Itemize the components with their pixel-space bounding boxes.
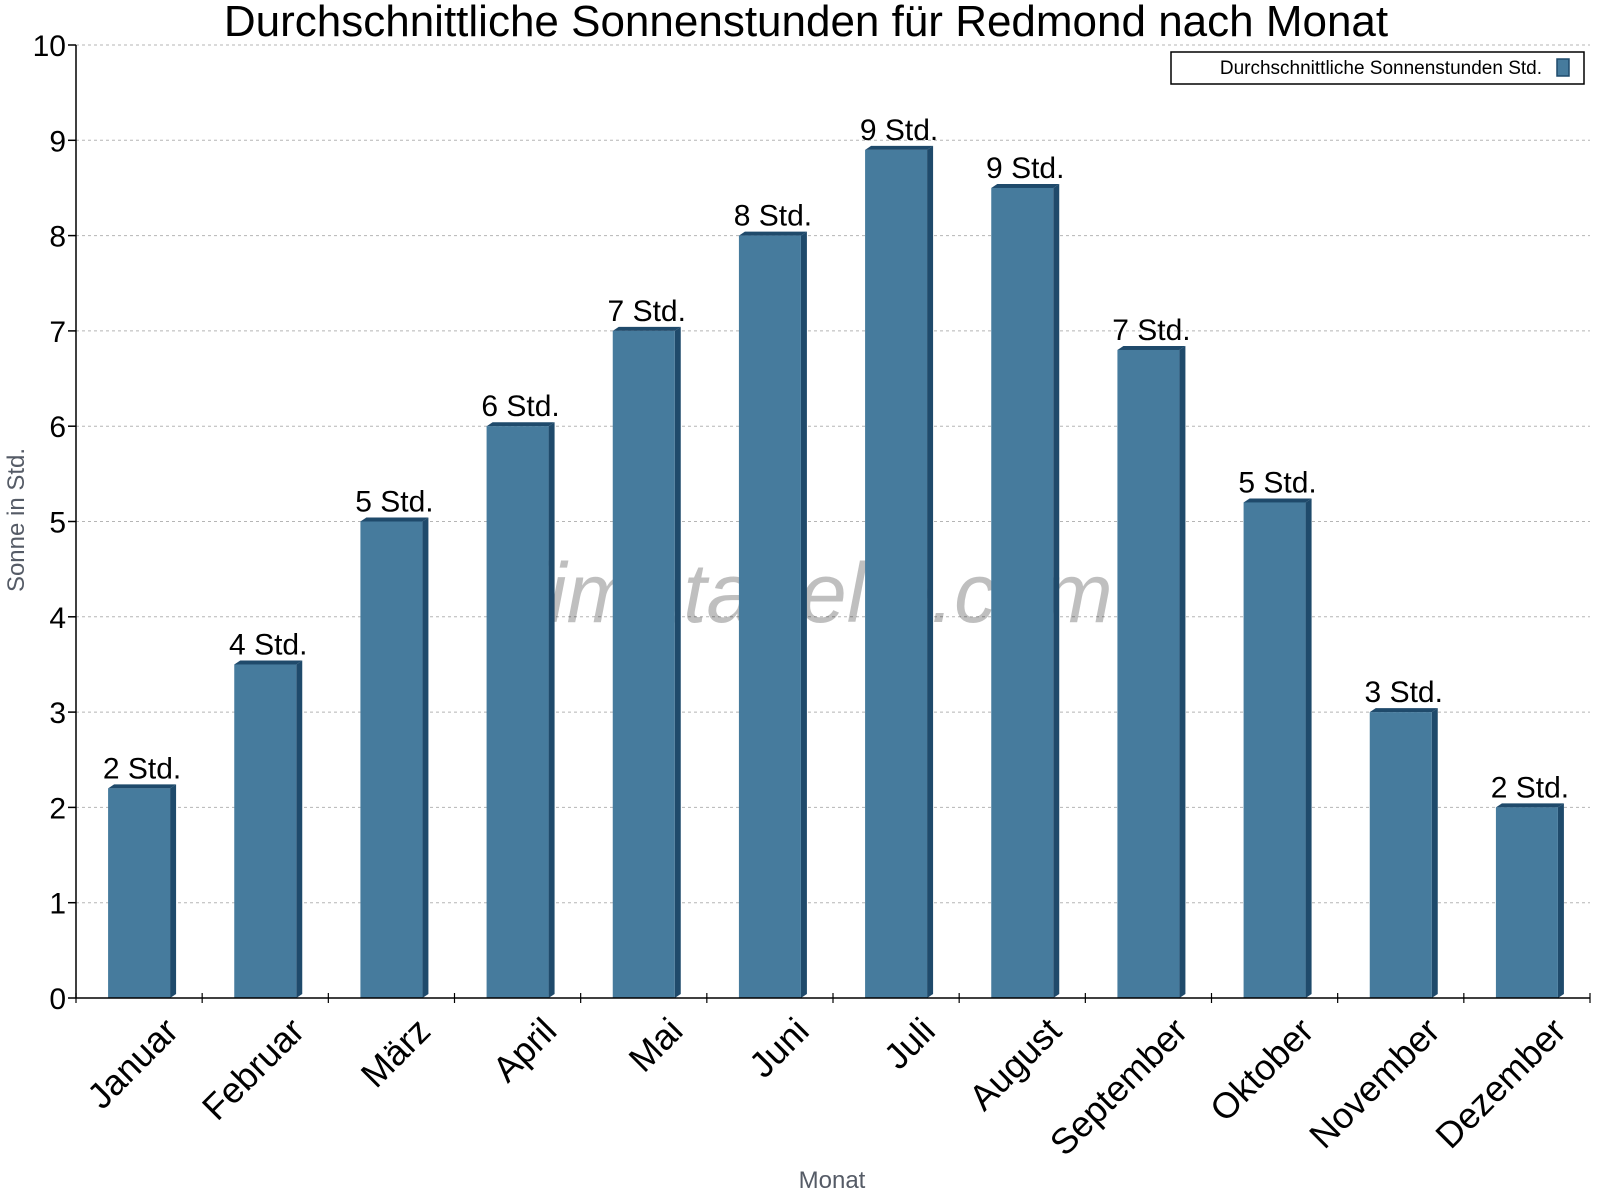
bar-front (1495, 807, 1558, 998)
bar-top (1117, 345, 1186, 350)
bar (1243, 498, 1312, 998)
bar (1117, 345, 1186, 999)
bar (865, 145, 934, 998)
bar-front (1243, 502, 1306, 998)
bar-side (296, 660, 303, 998)
y-axis-label: Sonne in Std. (3, 448, 30, 592)
bar-data-label: 7 Std. (608, 295, 686, 328)
x-tick-label: Mai (620, 1010, 690, 1080)
legend-box (1170, 51, 1585, 85)
bar-data-label: 9 Std. (986, 152, 1064, 185)
y-tick-label: 1 (49, 888, 66, 921)
bar-top (486, 422, 555, 427)
x-tick-labels: Januar Februar März April Mai Juni Juli AugustS… (79, 1010, 1574, 1164)
bar-top (1369, 708, 1438, 713)
bar-front (738, 235, 801, 999)
legend-swatch (1556, 58, 1570, 77)
bar (1369, 708, 1438, 998)
x-axis-label: Monat (799, 1167, 866, 1194)
bar-front (234, 664, 297, 998)
data-labels: 2 Std. 4 Std. 5 Std. 6 Std. 7 Std. 8 Std. 9 St… (103, 114, 1569, 805)
bar-side (674, 326, 681, 998)
bar-side (800, 231, 807, 999)
bar-front (865, 149, 928, 998)
y-tick-label: 5 (49, 507, 66, 540)
axes (68, 44, 1591, 1003)
bar-side (1179, 345, 1186, 999)
legend: Durchschnittliche Sonnenstunden Std. (1170, 51, 1585, 85)
bar-top (1495, 803, 1564, 808)
x-tick-label: März (353, 1010, 439, 1096)
x-tick-label: Dezember (1427, 1010, 1573, 1156)
x-tick-label: Februar (194, 1010, 312, 1128)
bar-top (612, 326, 681, 331)
y-tick-label: 7 (49, 316, 66, 349)
y-tick-label: 9 (49, 125, 66, 158)
x-tick-label: August (961, 1010, 1069, 1118)
x-tick-label: November (1301, 1010, 1447, 1156)
bar-front (1369, 712, 1432, 998)
y-tick-label: 10 (33, 30, 66, 63)
bar (108, 784, 177, 998)
bar-front (486, 426, 549, 998)
bar-top (865, 145, 934, 150)
bar-data-label: 2 Std. (103, 752, 181, 785)
legend-label: Durchschnittliche Sonnenstunden Std. (1220, 58, 1542, 79)
bar (991, 183, 1060, 998)
bar (486, 422, 555, 998)
bar-side (1305, 498, 1312, 998)
bar-data-label: 2 Std. (1491, 771, 1569, 804)
x-tick-label: September (1042, 1010, 1196, 1164)
bar (360, 517, 429, 998)
bar-data-label: 5 Std. (355, 486, 433, 519)
y-tick-label: 2 (49, 792, 66, 825)
bar-data-label: 9 Std. (860, 114, 938, 147)
bar-side (927, 145, 934, 998)
bar-front (991, 187, 1054, 998)
bar-front (360, 521, 423, 998)
bar-side (170, 784, 177, 998)
bars (108, 145, 1564, 999)
x-tick-label: Juli (876, 1010, 943, 1077)
bar (738, 231, 807, 999)
bar-top (234, 660, 303, 665)
x-tick-label: April (484, 1010, 564, 1090)
bar-side (1431, 708, 1438, 998)
y-tick-label: 8 (49, 221, 66, 254)
bar-top (738, 231, 807, 236)
y-tick-label: 0 (49, 983, 66, 1016)
bar-top (1243, 498, 1312, 503)
y-tick-labels: 0 1 2 3 4 5 6 7 8 9 10 (33, 30, 66, 1016)
gridlines (76, 44, 1590, 904)
bar-side (1557, 803, 1564, 998)
y-tick-label: 4 (49, 602, 66, 635)
bar-front (612, 330, 675, 998)
x-tick-label: Januar (79, 1010, 186, 1117)
bar-data-label: 5 Std. (1238, 466, 1316, 499)
bar (1495, 803, 1564, 998)
bar-side (1053, 183, 1060, 998)
y-tick-label: 6 (49, 411, 66, 444)
bar-side (548, 422, 555, 998)
bar-top (991, 183, 1060, 188)
bar-data-label: 7 Std. (1112, 314, 1190, 347)
bar-front (108, 788, 171, 998)
bar-data-label: 4 Std. (229, 628, 307, 661)
x-tick-label: Oktober (1202, 1010, 1322, 1130)
bar-data-label: 6 Std. (481, 390, 559, 423)
chart-title: Durchschnittliche Sonnenstunden für Redm… (224, 0, 1388, 46)
x-tick-label: Juni (741, 1010, 817, 1086)
bar-side (422, 517, 429, 998)
bar-data-label: 8 Std. (734, 200, 812, 233)
bar-top (108, 784, 177, 789)
bar (234, 660, 303, 998)
bar-data-label: 3 Std. (1365, 676, 1443, 709)
bar-front (1117, 349, 1180, 999)
bar (612, 326, 681, 998)
bar-top (360, 517, 429, 522)
y-tick-label: 3 (49, 697, 66, 730)
